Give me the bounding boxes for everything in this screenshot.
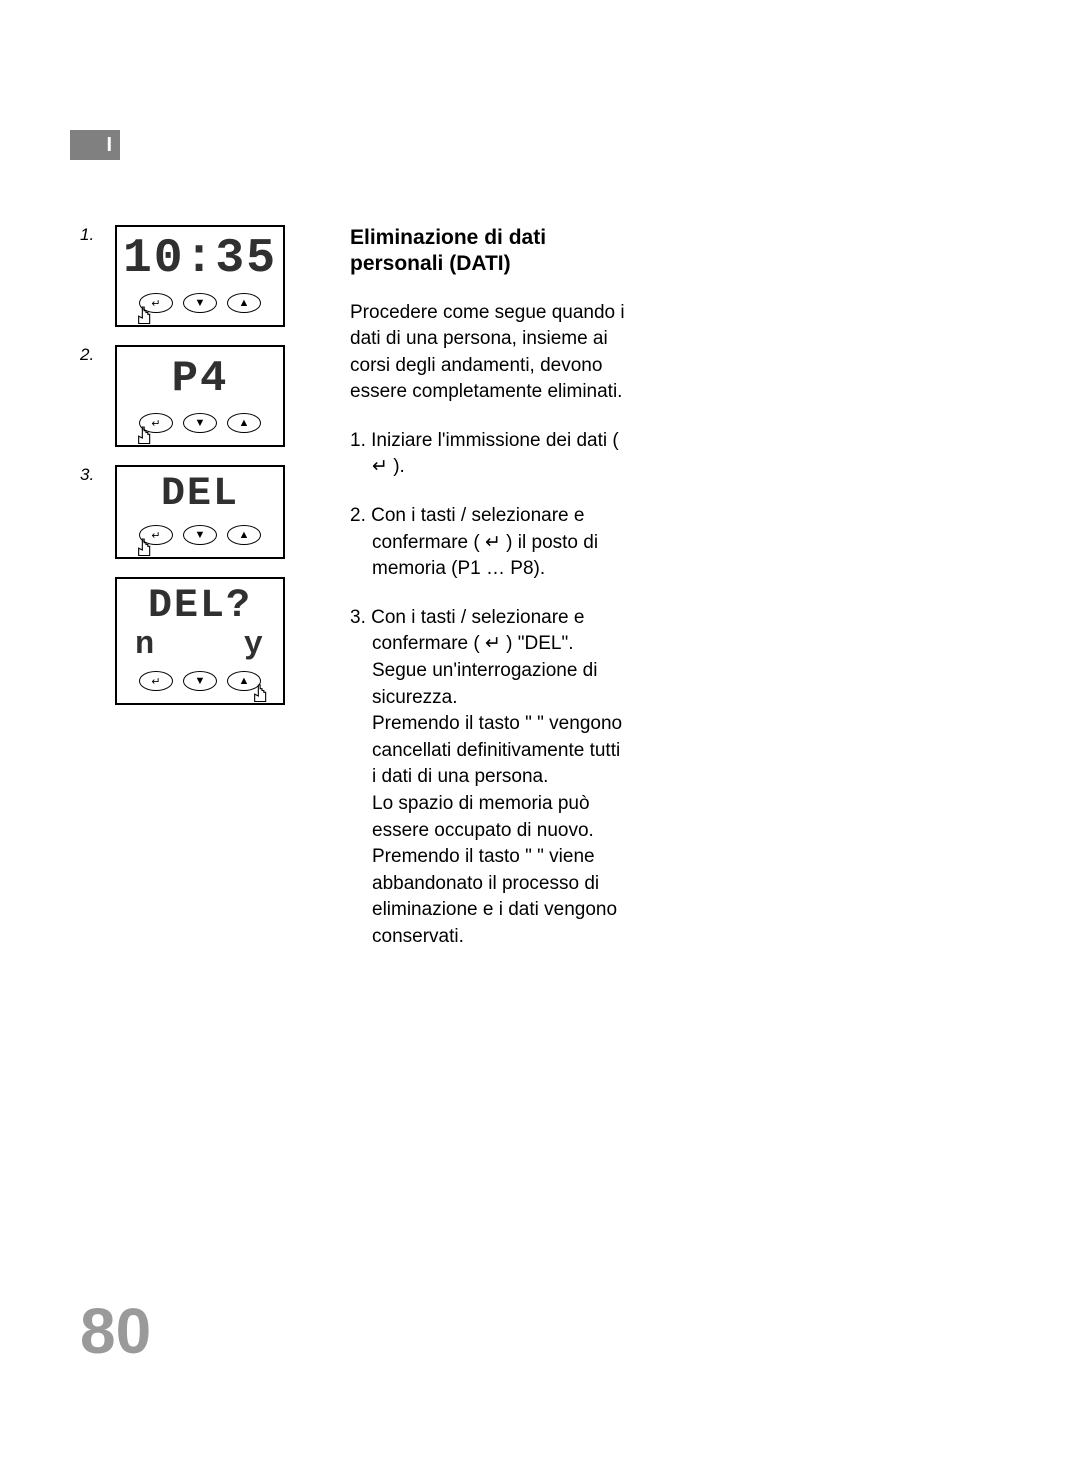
down-button-icon: ▼ xyxy=(183,413,217,433)
intro-paragraph: Procedere come segue quando i dati di un… xyxy=(350,300,625,406)
down-button-icon: ▼ xyxy=(183,293,217,313)
step-item: 1. Iniziare l'immissione dei dati ( ↵ ). xyxy=(350,428,625,481)
lcd-frame: DEL? n y ↵ ▼ ▲ xyxy=(115,577,285,705)
up-button-icon: ▲ xyxy=(227,413,261,433)
down-button-icon: ▼ xyxy=(183,525,217,545)
lcd-frame: P4 ↵ ▼ ▲ xyxy=(115,345,285,447)
up-button-icon: ▲ xyxy=(227,293,261,313)
button-row: ↵ ▼ ▲ xyxy=(123,671,277,691)
step-list: 1. Iniziare l'immissione dei dati ( ↵ ).… xyxy=(350,428,625,951)
step-text: Iniziare l'immissione dei dati ( ↵ ). xyxy=(371,430,619,478)
figure-3: 3. DEL ↵ ▼ ▲ xyxy=(95,465,295,559)
figures-column: 1. 10:35 ↵ ▼ ▲ 2. P4 ↵ ▼ ▲ xyxy=(95,225,295,723)
lcd-display-text: DEL xyxy=(123,475,277,515)
down-button-icon: ▼ xyxy=(183,671,217,691)
lcd-display-sub: n y xyxy=(123,629,277,661)
option-n: n xyxy=(135,629,156,661)
figure-number: 3. xyxy=(80,465,94,485)
step-text: Con i tasti / selezionare e confermare (… xyxy=(371,505,598,579)
finger-pointer-icon xyxy=(135,537,157,563)
figure-number: 2. xyxy=(80,345,94,365)
button-row: ↵ ▼ ▲ xyxy=(123,293,277,313)
figure-1: 1. 10:35 ↵ ▼ ▲ xyxy=(95,225,295,327)
lcd-display-text: DEL? xyxy=(123,587,277,627)
step-num: 2. xyxy=(350,505,366,526)
step-item: 3. Con i tasti / selezionare e confermar… xyxy=(350,605,625,951)
finger-pointer-icon xyxy=(135,425,157,451)
step-item: 2. Con i tasti / selezionare e confermar… xyxy=(350,503,625,583)
figure-4: DEL? n y ↵ ▼ ▲ xyxy=(95,577,295,705)
step-num: 3. xyxy=(350,607,366,628)
step-num: 1. xyxy=(350,430,366,451)
finger-pointer-icon xyxy=(251,683,273,709)
lcd-frame: 10:35 ↵ ▼ ▲ xyxy=(115,225,285,327)
language-tab: I xyxy=(70,130,120,160)
enter-button-icon: ↵ xyxy=(139,671,173,691)
option-y: y xyxy=(244,629,265,661)
button-row: ↵ ▼ ▲ xyxy=(123,413,277,433)
lcd-display-text: 10:35 xyxy=(123,235,277,283)
button-row: ↵ ▼ ▲ xyxy=(123,525,277,545)
step-text: Con i tasti / selezionare e confermare (… xyxy=(371,607,622,947)
up-button-icon: ▲ xyxy=(227,525,261,545)
lcd-frame: DEL ↵ ▼ ▲ xyxy=(115,465,285,559)
section-heading: Eliminazione di dati personali (DATI) xyxy=(350,225,625,278)
text-column: Eliminazione di dati personali (DATI) Pr… xyxy=(350,225,625,973)
figure-2: 2. P4 ↵ ▼ ▲ xyxy=(95,345,295,447)
finger-pointer-icon xyxy=(135,305,157,331)
figure-number: 1. xyxy=(80,225,94,245)
page-number: 80 xyxy=(80,1294,151,1368)
lcd-display-text: P4 xyxy=(123,355,277,403)
